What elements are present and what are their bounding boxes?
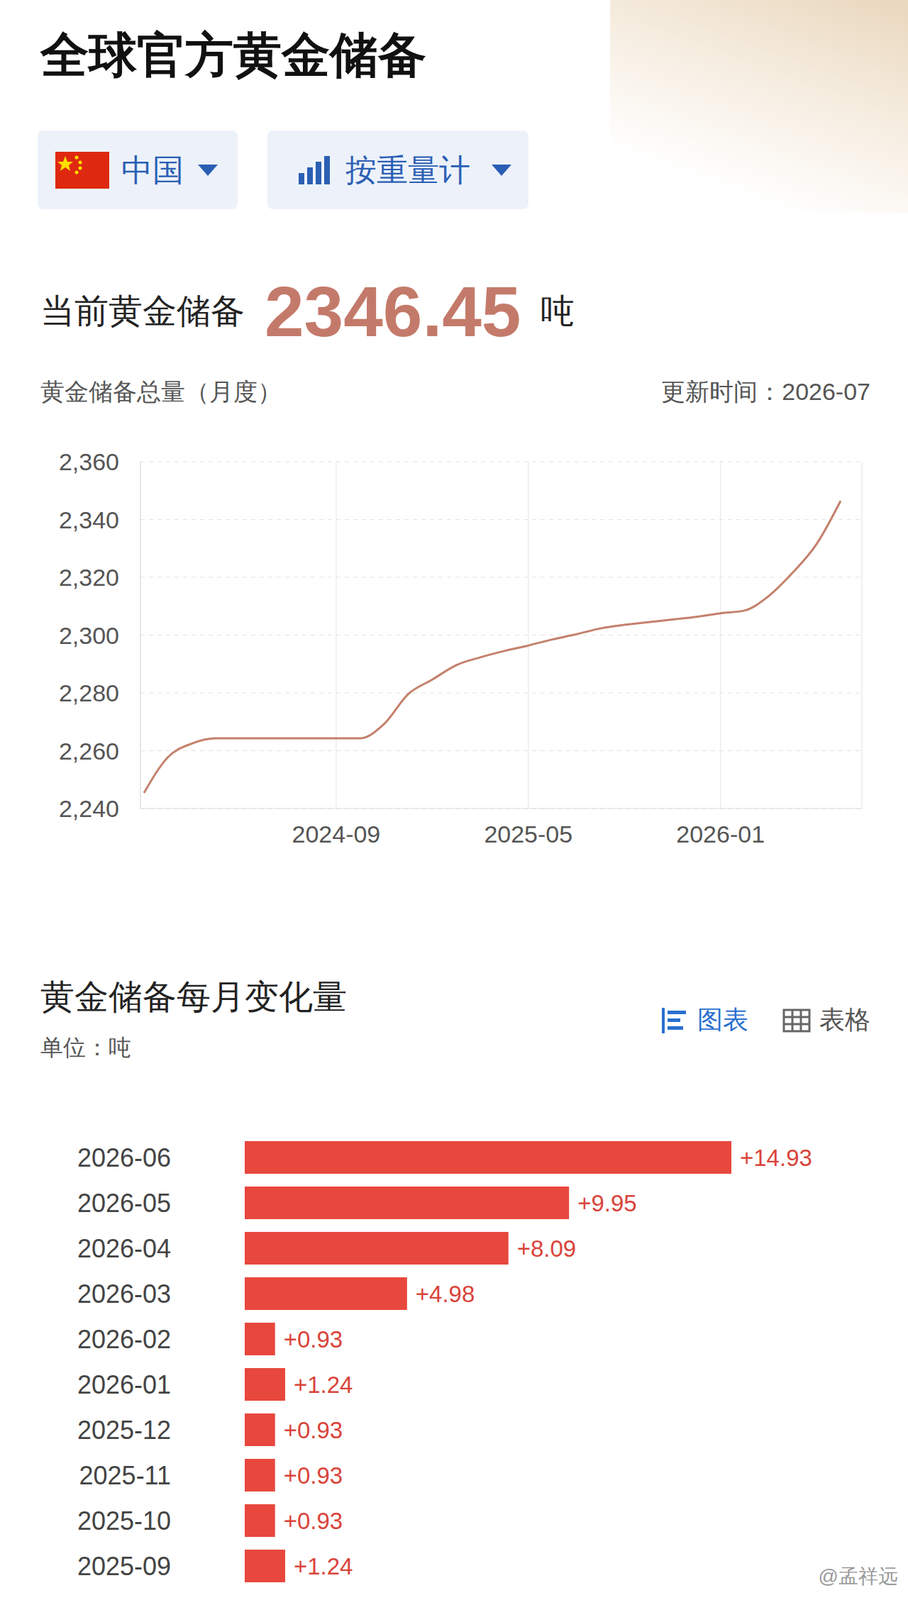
svg-text:2026-02: 2026-02: [77, 1325, 171, 1355]
svg-text:+1.24: +1.24: [293, 1371, 354, 1399]
html-text:当前黄金储备: 当前黄金储备: [40, 292, 245, 330]
svg-text:2,320: 2,320: [58, 563, 120, 591]
svg-text:2,280: 2,280: [58, 679, 120, 707]
html-text:图表: 图表: [697, 1005, 749, 1035]
svg-text:2025-05: 2025-05: [483, 820, 573, 848]
svg-text:2026-06: 2026-06: [77, 1143, 171, 1173]
svg-text:2026-03: 2026-03: [77, 1279, 171, 1309]
html-text:吨: 吨: [540, 292, 575, 330]
html-text:2346.45: 2346.45: [264, 271, 522, 351]
svg-text:+4.98: +4.98: [415, 1281, 476, 1308]
svg-text:+0.93: +0.93: [283, 1462, 344, 1489]
svg-text:+0.93: +0.93: [283, 1508, 344, 1535]
svg-text:+1.24: +1.24: [293, 1553, 354, 1580]
html-text:中国: 中国: [121, 152, 184, 188]
svg-text:2025-12: 2025-12: [77, 1415, 171, 1445]
svg-text:+8.09: +8.09: [517, 1235, 577, 1262]
svg-text:2,300: 2,300: [58, 622, 120, 650]
svg-text:+9.95: +9.95: [577, 1190, 638, 1217]
svg-text:+0.93: +0.93: [283, 1417, 344, 1444]
html-text:表格: 表格: [819, 1005, 871, 1035]
html-text:单位：吨: 单位：吨: [40, 1034, 132, 1061]
svg-text:2025-09: 2025-09: [77, 1552, 171, 1582]
html-text:更新时间：2026-07: 更新时间：2026-07: [661, 378, 871, 406]
html-text:黄金储备总量（月度）: 黄金储备总量（月度）: [40, 378, 282, 406]
svg-text:+14.93: +14.93: [739, 1144, 813, 1172]
html-text:@孟祥远: @孟祥远: [818, 1565, 899, 1588]
svg-text:2026-04: 2026-04: [77, 1234, 171, 1264]
svg-text:2025-11: 2025-11: [79, 1461, 171, 1491]
html-text:黄金储备每月变化量: 黄金储备每月变化量: [40, 978, 347, 1016]
svg-text:2,360: 2,360: [58, 448, 120, 476]
svg-text:2026-01: 2026-01: [77, 1370, 171, 1400]
svg-text:2024-09: 2024-09: [292, 820, 381, 848]
svg-text:2,340: 2,340: [58, 506, 120, 534]
svg-text:2,260: 2,260: [58, 737, 120, 765]
svg-text:+0.93: +0.93: [283, 1326, 344, 1353]
svg-text:2026-05: 2026-05: [77, 1188, 171, 1218]
html-text:全球官方黄金储备: 全球官方黄金储备: [40, 26, 427, 83]
svg-text:2026-01: 2026-01: [676, 820, 765, 848]
html-text:按重量计: 按重量计: [345, 152, 471, 188]
svg-text:2,240: 2,240: [58, 795, 120, 823]
svg-text:2025-10: 2025-10: [77, 1506, 171, 1536]
